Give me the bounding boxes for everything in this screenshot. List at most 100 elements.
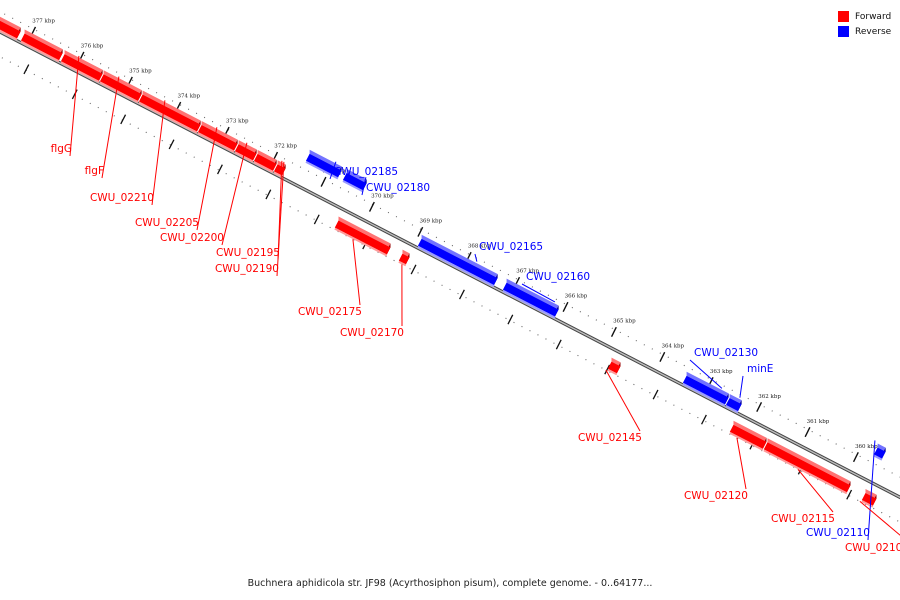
kbp-tick-label: 366 kbp bbox=[565, 294, 588, 300]
leader-line bbox=[221, 142, 248, 246]
gene-front-face bbox=[417, 238, 498, 286]
gene-top-face bbox=[877, 443, 886, 452]
gene-top-face bbox=[24, 29, 63, 54]
lower-tick-mark bbox=[652, 389, 659, 400]
lower-tick-mark bbox=[265, 189, 272, 200]
leader-line bbox=[101, 76, 120, 179]
gene-shadow bbox=[398, 260, 407, 267]
gene-top-face bbox=[238, 140, 257, 154]
lower-tick-mark bbox=[168, 139, 175, 150]
gene-shadow bbox=[0, 29, 18, 41]
gene-feature-CWU_02180[interactable] bbox=[342, 168, 367, 193]
kbp-tick-label: 376 kbp bbox=[81, 43, 104, 49]
gene-label[interactable]: CWU_02105 bbox=[845, 542, 900, 554]
gene-label[interactable]: CWU_02185 bbox=[334, 166, 398, 178]
leader-line bbox=[329, 161, 337, 180]
gene-feature-CWU_02115[interactable] bbox=[763, 438, 851, 495]
gene-label[interactable]: CWU_02165 bbox=[479, 241, 543, 253]
legend-item-forward: Forward bbox=[838, 9, 891, 24]
gene-front-face bbox=[729, 424, 767, 449]
gene-feature-CWU_02195[interactable] bbox=[253, 149, 277, 173]
map-caption: Buchnera aphidicola str. JF98 (Acyrthosi… bbox=[247, 578, 653, 589]
kbp-tick-label: 377 kbp bbox=[32, 18, 55, 24]
kbp-tick-mark bbox=[417, 226, 424, 237]
gene-feature-unlabeled-1[interactable] bbox=[20, 29, 63, 63]
gene-feature-CWU_02200[interactable] bbox=[234, 140, 257, 163]
gene-front-face bbox=[20, 33, 63, 61]
gene-top-face bbox=[142, 90, 201, 125]
gene-top-face bbox=[309, 149, 342, 171]
gene-feature-CWU_02110[interactable] bbox=[873, 443, 886, 461]
gene-shadow bbox=[729, 431, 764, 451]
gene-label[interactable]: CWU_02145 bbox=[578, 432, 642, 444]
gene-feature-CWU_02130[interactable] bbox=[682, 371, 729, 407]
leader-line bbox=[196, 127, 218, 231]
gene-feature-CWU_02170[interactable] bbox=[398, 249, 410, 267]
gene-label[interactable]: CWU_02160 bbox=[526, 271, 590, 283]
gene-top-face bbox=[338, 216, 391, 248]
gene-feature-minE[interactable] bbox=[725, 393, 742, 414]
gene-shadow bbox=[138, 101, 198, 134]
gene-top-face bbox=[506, 278, 559, 310]
gene-shadow bbox=[763, 449, 848, 495]
gene-front-face bbox=[334, 220, 391, 255]
gene-front-face bbox=[682, 375, 729, 405]
gene-label[interactable]: flgF bbox=[85, 165, 104, 177]
kbp-tick-mark bbox=[368, 201, 375, 212]
kbp-tick-label: 361 kbp bbox=[807, 419, 830, 425]
leader-line bbox=[689, 359, 723, 389]
gene-feature-CWU_02105[interactable] bbox=[861, 488, 877, 508]
gene-shadow bbox=[502, 289, 556, 319]
gene-top-face bbox=[257, 149, 277, 164]
gene-feature-CWU_02205[interactable] bbox=[197, 120, 238, 153]
gene-feature-CWU_02120[interactable] bbox=[729, 420, 767, 451]
gene-shadow bbox=[417, 245, 495, 287]
gene-front-face bbox=[273, 164, 286, 176]
gene-front-face bbox=[234, 144, 257, 161]
leader-line bbox=[474, 253, 478, 262]
gene-shadow bbox=[253, 161, 274, 173]
forward-swatch bbox=[838, 11, 849, 22]
gene-label[interactable]: CWU_02130 bbox=[694, 347, 758, 359]
upper-ruler-line bbox=[0, 11, 900, 478]
gene-front-face bbox=[398, 253, 410, 265]
gene-label[interactable]: flgG bbox=[51, 143, 72, 155]
leader-line bbox=[521, 283, 556, 303]
kbp-tick-label: 369 kbp bbox=[419, 219, 442, 225]
gene-top-face bbox=[402, 249, 410, 258]
gene-label[interactable]: CWU_02200 bbox=[160, 232, 224, 244]
gene-feature-flgF[interactable] bbox=[99, 70, 142, 103]
kbp-tick-label: 368 kbp bbox=[468, 244, 491, 250]
gene-feature-CWU_02145[interactable] bbox=[607, 357, 621, 376]
gene-label[interactable]: CWU_02210 bbox=[90, 192, 154, 204]
gene-label[interactable]: CWU_02205 bbox=[135, 217, 199, 229]
gene-label[interactable]: minE bbox=[747, 363, 773, 375]
gene-feature-CWU_02175[interactable] bbox=[334, 216, 391, 257]
gene-feature-CWU_02165[interactable] bbox=[417, 234, 498, 287]
gene-front-face bbox=[99, 74, 142, 102]
gene-label[interactable]: CWU_02120 bbox=[684, 490, 748, 502]
leader-line bbox=[69, 55, 80, 157]
gene-feature-CWU_02210[interactable] bbox=[138, 90, 201, 134]
gene-top-face bbox=[64, 50, 103, 74]
gene-front-face bbox=[763, 442, 851, 493]
gene-label[interactable]: CWU_02195 bbox=[216, 247, 280, 259]
gene-label[interactable]: CWU_02115 bbox=[771, 513, 835, 525]
gene-shadow bbox=[60, 61, 100, 83]
gene-feature-CWU_02160[interactable] bbox=[502, 278, 559, 319]
gene-label[interactable]: CWU_02180 bbox=[366, 182, 430, 194]
gene-label[interactable]: CWU_02170 bbox=[340, 327, 404, 339]
gene-feature-flgG[interactable] bbox=[60, 50, 103, 83]
gene-label[interactable]: CWU_02190 bbox=[215, 263, 279, 275]
lower-tick-mark bbox=[120, 114, 127, 125]
kbp-tick-mark bbox=[610, 326, 617, 337]
lower-tick-mark bbox=[507, 314, 514, 325]
gene-shadow bbox=[861, 500, 874, 508]
gene-label[interactable]: CWU_02110 bbox=[806, 527, 870, 539]
reverse-swatch bbox=[838, 26, 849, 37]
gene-shadow bbox=[682, 382, 726, 407]
legend: Forward Reverse bbox=[838, 9, 891, 39]
gene-shadow bbox=[273, 171, 283, 178]
gene-label[interactable]: CWU_02175 bbox=[298, 306, 362, 318]
gene-feature-unlabeled-0[interactable] bbox=[0, 14, 21, 41]
